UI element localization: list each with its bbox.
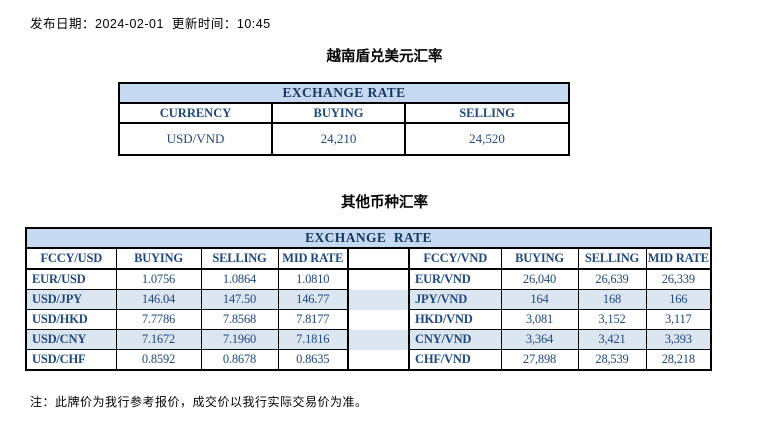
rate-value-cell: 24,520 bbox=[403, 122, 571, 156]
section-title-usd-vnd: 越南盾兑美元汇率 bbox=[326, 49, 443, 65]
rate-value-cell: 27,898 bbox=[500, 349, 579, 371]
column-header-midrate-right: MID RATE bbox=[645, 247, 712, 270]
rate-value-cell: 26,040 bbox=[500, 268, 579, 290]
rate-value-cell: 164 bbox=[500, 289, 579, 310]
table-gap-spacer bbox=[347, 329, 410, 350]
table-gap-spacer bbox=[347, 349, 410, 370]
table-band-title: EXCHANGE RATE bbox=[117, 82, 571, 104]
rate-value-cell: 3,364 bbox=[500, 329, 579, 350]
table-row: USD/HKD 7.7786 7.8568 7.8177 HKD/VND 3,0… bbox=[25, 309, 712, 330]
rate-value-cell: 7.8568 bbox=[200, 309, 279, 330]
column-header-buying: BUYING bbox=[271, 102, 406, 124]
column-header-selling: SELLING bbox=[403, 102, 571, 124]
rate-value-cell: 26,339 bbox=[645, 268, 712, 290]
rate-value-cell: 146.77 bbox=[277, 289, 349, 310]
table-gap-spacer bbox=[347, 289, 410, 310]
rate-value-cell: 3,152 bbox=[577, 309, 647, 330]
rate-value-cell: 3,081 bbox=[500, 309, 579, 330]
table-gap-spacer bbox=[347, 269, 410, 290]
table-header-row: FCCY/USD BUYING SELLING MID RATE FCCY/VN… bbox=[25, 247, 712, 270]
rate-value-cell: 26,639 bbox=[577, 268, 647, 290]
rate-value-cell: 1.0810 bbox=[277, 268, 349, 290]
rate-value-cell: 146.04 bbox=[115, 289, 202, 310]
rate-value-cell: 1.0756 bbox=[115, 268, 202, 290]
rate-value-cell: 1.0864 bbox=[200, 268, 279, 290]
table-row: USD/CHF 0.8592 0.8678 0.8635 CHF/VND 27,… bbox=[25, 349, 712, 371]
rate-value-cell: 0.8592 bbox=[115, 349, 202, 371]
rate-value-cell: 7.8177 bbox=[277, 309, 349, 330]
column-header-selling-left: SELLING bbox=[200, 247, 279, 270]
rate-value-cell: 0.8635 bbox=[277, 349, 349, 371]
currency-pair-cell: CHF/VND bbox=[408, 349, 502, 371]
rate-value-cell: 3,421 bbox=[577, 329, 647, 350]
table-gap-spacer bbox=[347, 309, 410, 330]
rate-value-cell: 7.7786 bbox=[115, 309, 202, 330]
column-header-midrate-left: MID RATE bbox=[277, 247, 349, 270]
disclaimer-note: 注：此牌价为我行参考报价，成交价以我行实际交易价为准。 bbox=[30, 395, 368, 409]
other-currencies-rate-table: EXCHANGE RATE FCCY/USD BUYING SELLING MI… bbox=[25, 227, 713, 371]
usd-vnd-rate-table: EXCHANGE RATE CURRENCY BUYING SELLING US… bbox=[117, 82, 571, 156]
column-header-fccy-usd: FCCY/USD bbox=[25, 247, 117, 270]
currency-pair-cell: USD/HKD bbox=[25, 309, 117, 330]
rate-value-cell: 7.1960 bbox=[200, 329, 279, 350]
table-row: USD/VND 24,210 24,520 bbox=[118, 122, 571, 156]
publish-date-text: 发布日期：2024-02-01 更新时间：10:45 bbox=[30, 17, 271, 31]
table-row: USD/CNY 7.1672 7.1960 7.1816 CNY/VND 3,3… bbox=[25, 329, 712, 350]
table-band-row: EXCHANGE RATE bbox=[117, 82, 571, 104]
column-header-buying-left: BUYING bbox=[115, 247, 202, 270]
currency-pair-cell: EUR/USD bbox=[25, 268, 117, 290]
rate-value-cell: 7.1816 bbox=[277, 329, 349, 350]
rate-value-cell: 166 bbox=[645, 289, 712, 310]
table-row: USD/JPY 146.04 147.50 146.77 JPY/VND 164… bbox=[25, 289, 712, 310]
table-gap-spacer bbox=[347, 248, 410, 270]
rate-value-cell: 168 bbox=[577, 289, 647, 310]
table-row: EUR/USD 1.0756 1.0864 1.0810 EUR/VND 26,… bbox=[25, 268, 712, 290]
currency-pair-cell: USD/JPY bbox=[25, 289, 117, 310]
currency-pair-cell: EUR/VND bbox=[408, 268, 502, 290]
rate-value-cell: 7.1672 bbox=[115, 329, 202, 350]
rate-value-cell: 28,539 bbox=[577, 349, 647, 371]
currency-pair-cell: USD/VND bbox=[118, 122, 273, 156]
currency-pair-cell: HKD/VND bbox=[408, 309, 502, 330]
currency-pair-cell: USD/CHF bbox=[25, 349, 117, 371]
rate-value-cell: 3,393 bbox=[645, 329, 712, 350]
table-band-row: EXCHANGE RATE bbox=[25, 227, 712, 249]
rate-value-cell: 147.50 bbox=[200, 289, 279, 310]
currency-pair-cell: CNY/VND bbox=[408, 329, 502, 350]
rate-value-cell: 0.8678 bbox=[200, 349, 279, 371]
rate-value-cell: 28,218 bbox=[645, 349, 712, 371]
rate-value-cell: 24,210 bbox=[271, 122, 406, 156]
currency-pair-cell: USD/CNY bbox=[25, 329, 117, 350]
column-header-fccy-vnd: FCCY/VND bbox=[408, 247, 502, 270]
column-header-buying-right: BUYING bbox=[500, 247, 579, 270]
column-header-currency: CURRENCY bbox=[118, 102, 273, 124]
table-band-title: EXCHANGE RATE bbox=[25, 227, 712, 249]
table-header-row: CURRENCY BUYING SELLING bbox=[118, 102, 571, 124]
column-header-selling-right: SELLING bbox=[577, 247, 647, 270]
currency-pair-cell: JPY/VND bbox=[408, 289, 502, 310]
section-title-others: 其他币种汇率 bbox=[341, 195, 428, 211]
rate-value-cell: 3,117 bbox=[645, 309, 712, 330]
